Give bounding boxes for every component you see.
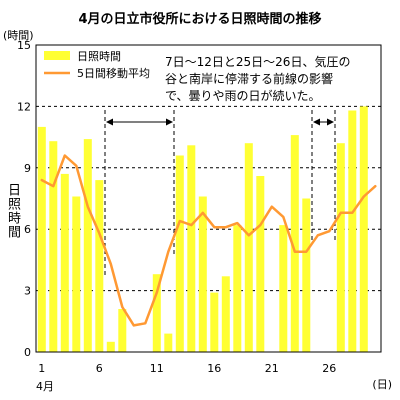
x-tick-labels: 1 6 11 16 21 26 [38,362,336,375]
y-tick-labels: 0 3 6 9 12 15 [17,39,31,359]
sunshine-bar-day-7 [106,341,115,352]
y-tick-label: 6 [24,223,31,236]
arrowhead-right-icon [166,118,173,126]
sunshine-bar-day-2 [49,141,58,352]
y-tick-label: 9 [24,162,31,175]
y-axis-label: 日照時間 [5,183,20,239]
arrowhead-left-icon [313,118,320,126]
x-tick-label: 6 [96,362,103,375]
chart-title: 4月の日立市役所における日照時間の推移 [78,11,321,27]
annotation-line-3: で、曇りや雨の日が続いた。 [165,88,321,103]
y-tick-label: 0 [24,346,31,359]
legend-label-sunshine: 日照時間 [77,50,121,63]
x-axis-month-label: 4月 [36,380,54,393]
annotation-line-2: 谷と南岸に停滞する前線の影響 [165,71,333,86]
x-tick-label: 21 [265,362,279,375]
sunshine-bar-day-16 [210,292,219,352]
legend: 日照時間 5日間移動平均 [44,50,150,80]
sunshine-bar-day-20 [256,176,265,352]
sunshine-bar-day-23 [290,135,299,352]
legend-label-moving-average: 5日間移動平均 [77,66,150,80]
y-axis-unit: (時間) [3,29,34,42]
sunshine-bar-day-6 [95,180,104,352]
y-tick-label: 15 [17,39,31,52]
sunshine-bars [37,106,368,353]
x-tick-label: 11 [150,362,164,375]
x-tick-label: 26 [322,362,336,375]
sunshine-bar-day-5 [83,139,92,352]
annotation-line-1: 7日〜12日と25日〜26日、気圧の [165,54,350,69]
sunshine-bar-day-19 [244,143,253,352]
sunshine-bar-day-18 [233,225,242,352]
sunshine-bar-day-13 [175,155,184,352]
x-tick-label: 16 [207,362,221,375]
sunshine-bar-day-8 [118,309,127,352]
sunshine-bar-day-22 [279,225,288,352]
annotation-note: 7日〜12日と25日〜26日、気圧の 谷と南岸に停滞する前線の影響 で、曇りや雨… [165,54,350,103]
sunshine-bar-day-1 [37,126,46,353]
y-tick-label: 12 [17,100,31,113]
annotation-ranges [104,110,336,275]
sunshine-bar-day-27 [336,143,345,352]
y-tick-label: 3 [24,285,31,298]
plot-frame [35,44,382,353]
legend-bar-swatch [44,51,70,60]
sunshine-bar-day-14 [187,145,196,352]
sunshine-bar-day-11 [152,274,161,352]
sunshine-bar-day-4 [72,196,81,352]
sunshine-bar-day-3 [60,173,69,352]
sunshine-bar-day-29 [359,106,368,353]
arrowhead-left-icon [106,118,113,126]
sunshine-bar-day-15 [198,196,207,352]
sunshine-bar-day-17 [221,276,230,352]
sunshine-bar-day-12 [164,333,173,352]
arrowhead-right-icon [327,118,334,126]
x-axis-unit: (日) [372,378,392,391]
sunshine-bar-day-28 [348,110,357,352]
sunshine-bar-day-24 [302,198,311,352]
x-tick-label: 1 [38,362,45,375]
moving-average-line [40,154,377,327]
